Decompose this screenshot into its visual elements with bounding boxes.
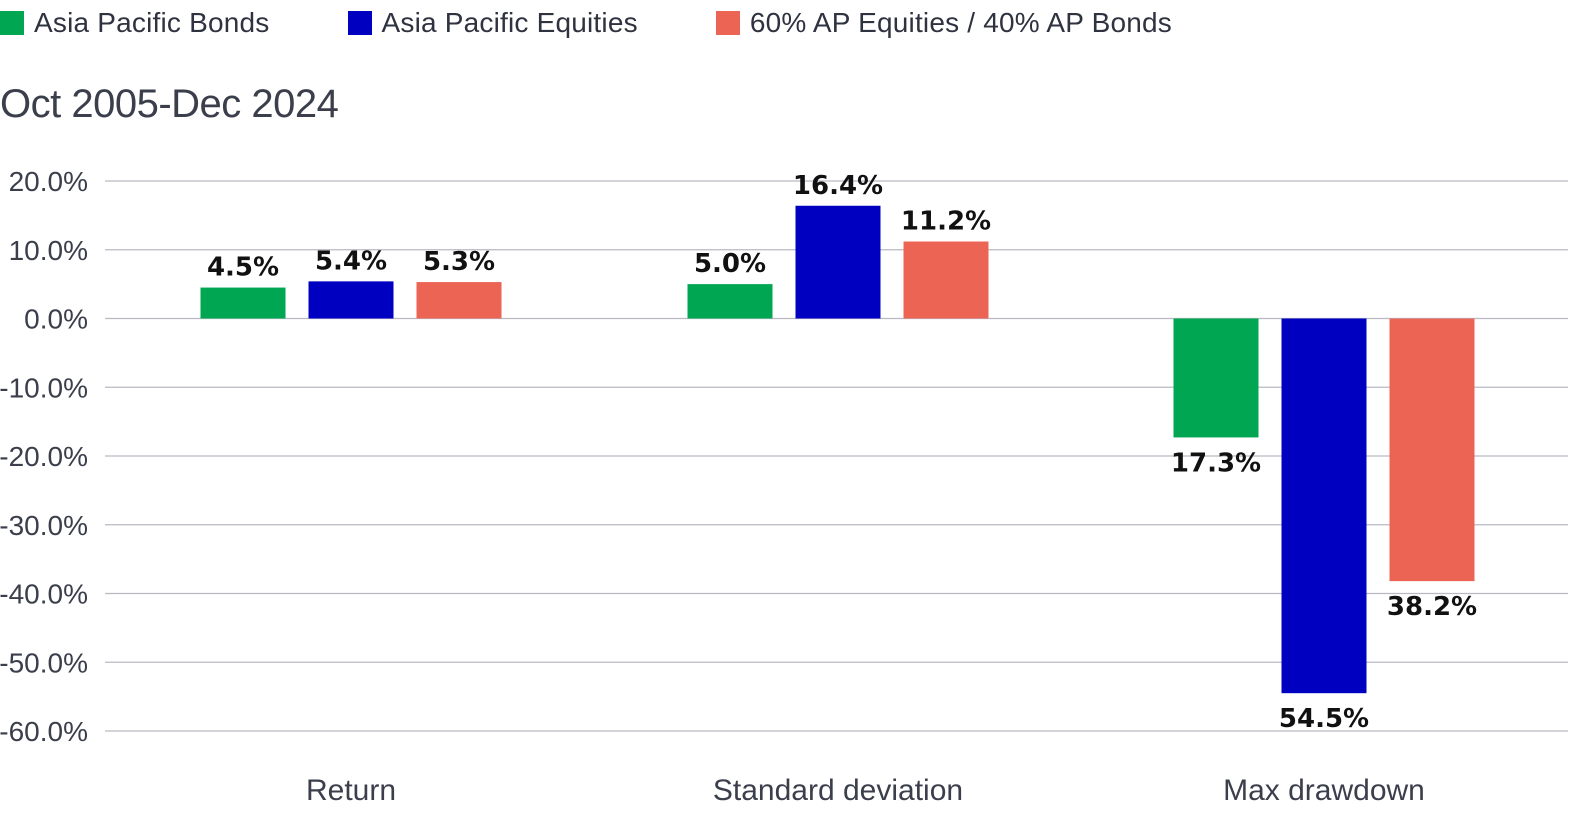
value-labels: 4.5% 5.4% 5.3% 5.0% 16.4% 11.2% 17.3% 54.5% 38.2… [207,171,1477,734]
y-axis-tick-labels: 20.0% 10.0% 0.0% -10.0% -20.0% -30.0% -40.0% -5… [0,166,88,747]
y-tick-label: -40.0% [0,579,88,610]
data-label: 54.5% [1279,704,1369,734]
y-tick-label: -10.0% [0,372,88,403]
y-tick-label: 20.0% [9,166,88,197]
legend-swatch-equities [347,11,372,35]
category-label: Standard deviation [713,774,963,807]
category-label: Max drawdown [1223,774,1425,807]
legend-label-blend: 60% AP Equities / 40% AP Bonds [749,7,1172,38]
data-label: 16.4% [793,171,883,201]
bar [1389,318,1475,582]
category-labels: Return Standard deviation Max drawdown [306,774,1425,807]
y-tick-label: 10.0% [9,235,88,266]
legend-item-bonds: Asia Pacific Bonds [0,7,270,39]
bar [1281,318,1367,694]
legend-label-equities: Asia Pacific Equities [381,7,638,38]
bar [795,205,881,319]
data-label: 4.5% [207,253,279,283]
data-label: 17.3% [1171,448,1261,478]
bar [308,281,394,319]
data-label: 11.2% [901,207,991,237]
y-tick-label: -20.0% [0,441,88,472]
bar [903,241,989,319]
legend-swatch-blend [715,11,740,35]
legend-label-bonds: Asia Pacific Bonds [34,7,270,38]
y-tick-label: -50.0% [0,647,88,678]
bar [687,284,773,319]
legend-item-blend: 60% AP Equities / 40% AP Bonds [715,7,1172,39]
data-label: 38.2% [1387,592,1477,622]
chart-subtitle: Oct 2005-Dec 2024 [0,82,339,126]
chart-legend: Asia Pacific Bonds Asia Pacific Equities… [0,4,1250,42]
legend-item-equities: Asia Pacific Equities [347,7,638,39]
bar [1173,318,1259,438]
bar [416,282,502,319]
y-tick-label: -60.0% [0,716,88,747]
data-label: 5.0% [694,249,766,279]
y-tick-label: 0.0% [24,304,88,335]
bar [200,287,286,319]
bars [200,205,1475,694]
data-label: 5.3% [423,247,495,277]
category-label: Return [306,774,396,807]
y-tick-label: -30.0% [0,510,88,541]
data-label: 5.4% [315,246,387,276]
legend-swatch-bonds [0,11,24,35]
